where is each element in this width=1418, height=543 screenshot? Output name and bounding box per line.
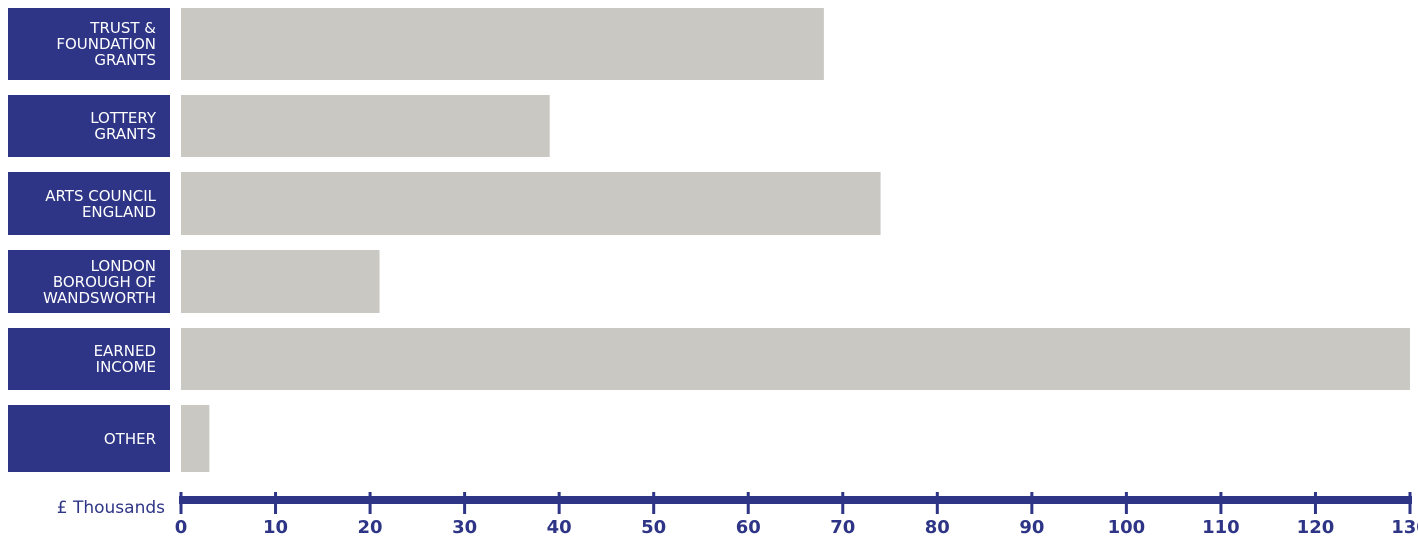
x-axis-line bbox=[179, 496, 1412, 504]
bar bbox=[181, 328, 1410, 390]
category-label: LONDON BOROUGH OF WANDSWORTH bbox=[8, 250, 170, 313]
x-tick-label: 10 bbox=[263, 517, 288, 538]
category-label: LOTTERY GRANTS bbox=[8, 95, 170, 157]
bar bbox=[181, 8, 824, 80]
x-axis-label: £ Thousands bbox=[57, 498, 165, 518]
bar bbox=[181, 250, 380, 313]
x-tick-label: 0 bbox=[175, 517, 188, 538]
bar bbox=[181, 172, 881, 235]
category-label: ARTS COUNCIL ENGLAND bbox=[8, 172, 170, 235]
bar bbox=[181, 405, 210, 472]
bar bbox=[181, 95, 550, 157]
x-tick-label: 100 bbox=[1108, 517, 1146, 538]
category-label: TRUST & FOUNDATION GRANTS bbox=[8, 8, 170, 80]
x-tick-label: 80 bbox=[925, 517, 950, 538]
x-tick-label: 130 bbox=[1391, 517, 1418, 538]
x-tick-label: 70 bbox=[830, 517, 855, 538]
x-tick-label: 30 bbox=[452, 517, 477, 538]
x-tick-label: 110 bbox=[1202, 517, 1240, 538]
x-tick-label: 90 bbox=[1019, 517, 1044, 538]
x-tick-label: 60 bbox=[736, 517, 761, 538]
x-tick-label: 50 bbox=[641, 517, 666, 538]
x-tick-label: 20 bbox=[358, 517, 383, 538]
x-tick-label: 120 bbox=[1297, 517, 1335, 538]
category-label: EARNED INCOME bbox=[8, 328, 170, 390]
category-label: OTHER bbox=[8, 405, 170, 472]
x-tick-label: 40 bbox=[547, 517, 572, 538]
